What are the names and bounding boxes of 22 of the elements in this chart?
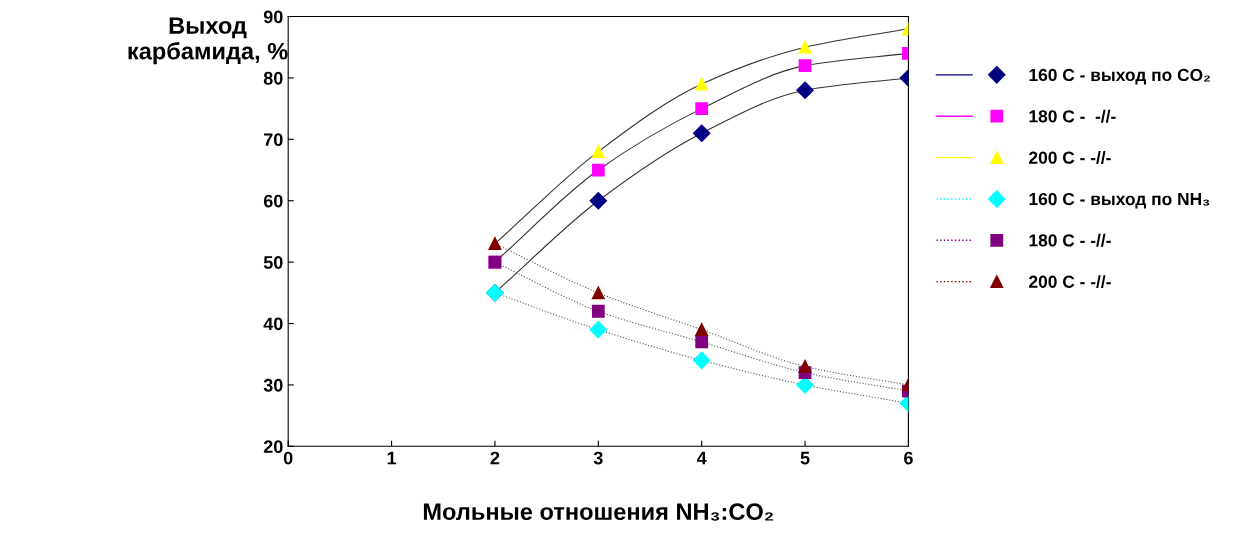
x-tick-label: 2 xyxy=(490,451,500,465)
legend-label: 180 C - -//- xyxy=(1029,109,1116,123)
x-axis-title: Мольные отношения NH₃:CO₂ xyxy=(423,503,774,521)
x-tick-label: 4 xyxy=(696,451,707,465)
y-tick-label: 70 xyxy=(264,133,283,147)
y-tick-label: 60 xyxy=(263,194,283,208)
y-tick-label: 20 xyxy=(263,440,283,454)
x-tick-label: 6 xyxy=(904,451,913,465)
legend-label: 200 C - -//- xyxy=(1029,151,1111,164)
legend-label: 200 C - -//- xyxy=(1029,275,1111,289)
legend-label: 160 C - выход по CO₂ xyxy=(1029,68,1210,85)
legend-label: 180 C - -//- xyxy=(1029,233,1111,247)
y-tick-label: 40 xyxy=(263,317,283,331)
y-tick-label: 90 xyxy=(263,10,283,24)
x-tick-label: 1 xyxy=(387,451,397,465)
y-tick-label: 50 xyxy=(263,256,283,269)
x-tick-label: 0 xyxy=(283,451,293,465)
x-tick-label: 3 xyxy=(593,451,603,465)
y-tick-label: 80 xyxy=(263,71,283,85)
y-tick-label: 30 xyxy=(263,378,283,392)
legend-label: 160 C - выход по NH₃ xyxy=(1029,192,1210,209)
x-tick-label: 5 xyxy=(800,451,810,465)
